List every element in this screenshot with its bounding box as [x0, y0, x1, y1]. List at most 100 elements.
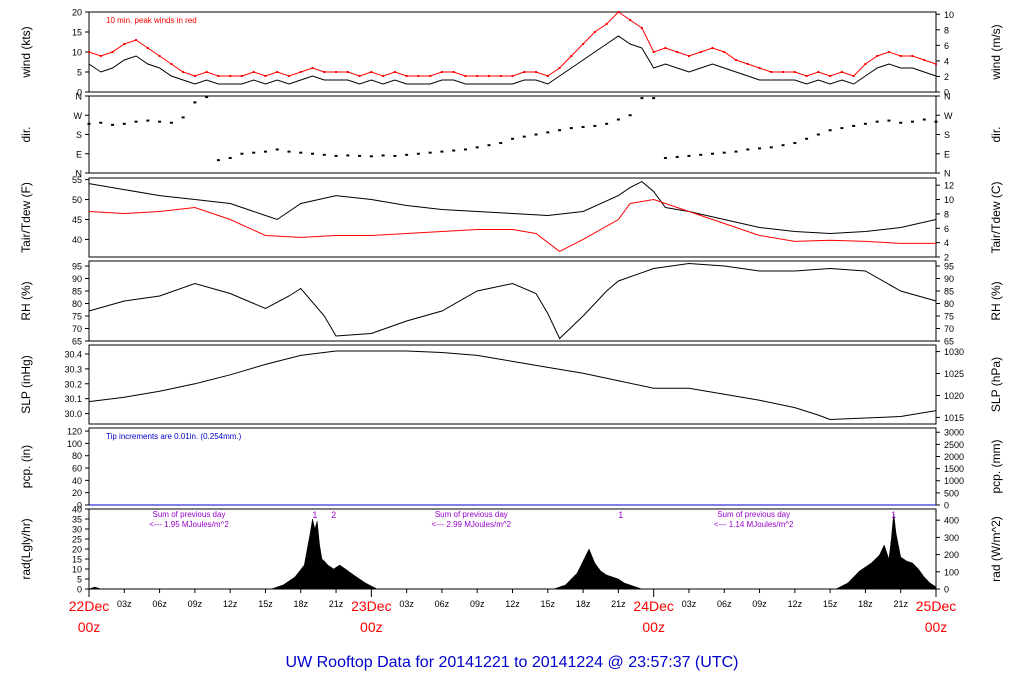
y-tick-label-left: 30.3	[64, 364, 82, 374]
y-tick-label-left: 100	[67, 439, 82, 449]
data-point	[922, 118, 926, 121]
y-axis-title-left: dir.	[19, 126, 33, 142]
rad-sum-value: <--- 2.99 MJoules/m^2	[432, 520, 512, 529]
y-tick-label-left: 10	[72, 48, 82, 58]
peak-marker	[664, 47, 667, 49]
y-tick-label-right: 2000	[944, 452, 964, 462]
data-point	[687, 154, 691, 157]
y-tick-label-left: 55	[72, 175, 82, 185]
y-tick-label-right: 1500	[944, 464, 964, 474]
peak-marker	[523, 71, 526, 73]
y-axis-title-right: RH (%)	[989, 281, 1003, 320]
y-tick-label-left: 35	[72, 515, 82, 525]
y-axis-title-left: RH (%)	[19, 281, 33, 320]
peak-marker	[229, 75, 232, 77]
day-label: 23Dec	[351, 598, 391, 614]
y-tick-label-right: 0	[944, 88, 949, 98]
data-point	[640, 97, 644, 100]
x-tick-label: 09z	[188, 599, 203, 609]
rad-sum-label: Sum of previous day	[435, 510, 508, 519]
data-point	[816, 133, 820, 136]
y-tick-label-left: S	[76, 130, 82, 140]
y-tick-label-right: 6	[944, 224, 949, 234]
data-point	[287, 150, 291, 153]
y-tick-label-left: 65	[72, 337, 82, 347]
panel-radiation: 05101520253035400100200300400rad(Lgly/hr…	[19, 505, 1003, 595]
series-area-rad	[88, 512, 937, 590]
data-point	[910, 120, 914, 123]
peak-marker	[593, 31, 596, 33]
x-tick-label: 18z	[576, 599, 591, 609]
data-point	[805, 137, 809, 140]
y-tick-label-left: 30.0	[64, 409, 82, 419]
y-tick-label-right: 8	[944, 25, 949, 35]
data-point	[87, 122, 91, 125]
y-tick-label-left: 70	[72, 324, 82, 334]
peak-marker	[852, 75, 855, 77]
data-point	[381, 154, 385, 157]
series-line-peak	[88, 11, 937, 77]
x-tick-label: 06z	[717, 599, 732, 609]
x-tick-label: 21z	[893, 599, 908, 609]
x-tick-label: 21z	[611, 599, 626, 609]
x-tick-label: 06z	[435, 599, 450, 609]
peak-marker	[923, 59, 926, 61]
x-tick-label: 12z	[788, 599, 803, 609]
y-axis-title-right: rad (W/m^2)	[989, 516, 1003, 582]
peak-marker	[217, 75, 220, 77]
panel-rh: 65 70 75 80 85 90 95 65 70 75 80 85 90 95 RH (%) RH (%)	[19, 260, 1003, 347]
y-tick-label-left: 15	[72, 28, 82, 38]
peak-marker	[535, 71, 538, 73]
data-point	[828, 129, 832, 132]
series-line-SLP	[88, 350, 937, 421]
x-tick-label: 15z	[541, 599, 556, 609]
peak-marker	[382, 75, 385, 77]
series-line-wind	[88, 35, 937, 85]
data-point	[534, 133, 538, 136]
day-hour-label: 00z	[925, 619, 948, 635]
y-axis-title-right: SLP (hPa)	[989, 357, 1003, 412]
data-point	[675, 155, 679, 158]
data-point	[663, 157, 667, 160]
y-tick-label-left: E	[76, 149, 82, 159]
data-point	[122, 122, 126, 125]
data-point	[252, 151, 256, 154]
y-tick-label-right: N	[944, 169, 951, 179]
data-point	[710, 152, 714, 155]
peak-marker	[805, 75, 808, 77]
x-tick-label: 12z	[505, 599, 520, 609]
y-tick-label-right: 2	[944, 72, 949, 82]
y-tick-label-left: 40	[72, 235, 82, 245]
x-tick-label: 15z	[258, 599, 273, 609]
data-point	[111, 123, 115, 126]
data-point	[863, 122, 867, 125]
data-point	[569, 127, 573, 130]
peak-marker	[323, 71, 326, 73]
peak-marker	[746, 63, 749, 65]
y-tick-label-right: 200	[944, 550, 959, 560]
data-point	[593, 124, 597, 127]
peak-marker	[617, 11, 620, 13]
x-tick-label: 09z	[470, 599, 485, 609]
peak-marker	[629, 19, 632, 21]
peak-marker	[393, 71, 396, 73]
panel-wind: 0 5 10 15 20 0 2 4 6 8 10 wind (kts) wind (m/s) 10 mi…	[19, 8, 1003, 98]
data-point	[440, 150, 444, 153]
data-point	[463, 148, 467, 151]
peak-marker	[464, 75, 467, 77]
peak-marker	[640, 27, 643, 29]
y-axis-title-left: rad(Lgly/hr)	[19, 518, 33, 579]
y-tick-label-right: N	[944, 92, 951, 102]
y-tick-label-left: N	[76, 169, 83, 179]
rad-sum-value: <--- 1.95 MJoules/m^2	[149, 520, 229, 529]
peak-marker	[123, 43, 126, 45]
chart-title: UW Rooftop Data for 20141221 to 20141224…	[286, 654, 739, 671]
data-point	[722, 151, 726, 154]
panel-temperature: 40 45 50 55 2 4 6 8 10 12 Tair/Tdew (F) Tair/Tdew (…	[19, 175, 1003, 262]
peak-marker	[405, 75, 408, 77]
panel-annotation: Tip increments are 0.01in. (0.254mm.)	[106, 432, 242, 441]
peak-marker	[287, 75, 290, 77]
x-tick-label: 03z	[682, 599, 697, 609]
y-tick-label-right: 3000	[944, 428, 964, 438]
